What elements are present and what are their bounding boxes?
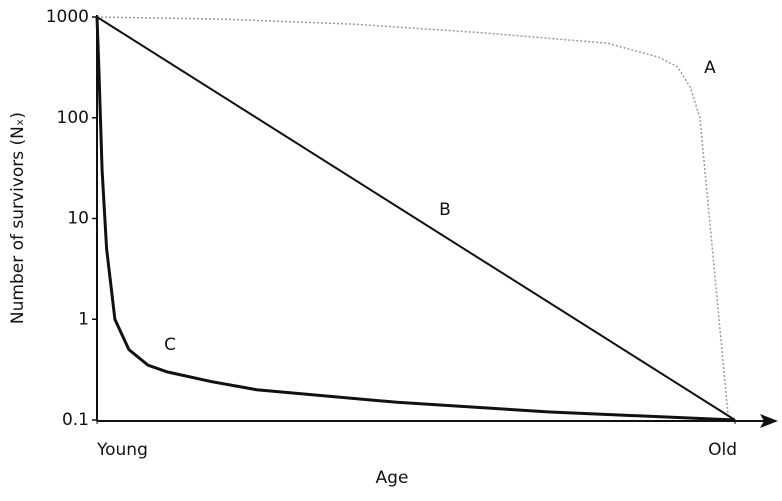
y-axis-label: Number of survivors (Nₓ): [8, 112, 28, 324]
y-tick-label: 1: [78, 309, 89, 329]
x-axis-label: Age: [376, 468, 409, 488]
survivorship-curve: [95, 16, 736, 422]
curve-label: B: [439, 200, 451, 220]
curve-label: A: [704, 58, 716, 78]
x-tick-label: Young: [96, 440, 148, 460]
y-tick-label: 10: [67, 209, 89, 229]
curve-label: C: [164, 335, 176, 355]
y-tick-label: 0.1: [62, 410, 89, 430]
x-axis-arrow: [760, 414, 778, 428]
x-tick-label: Old: [708, 440, 737, 460]
y-tick-label: 100: [57, 108, 89, 128]
survivorship-curve: [96, 16, 736, 421]
y-tick-label: 1000: [46, 7, 89, 27]
